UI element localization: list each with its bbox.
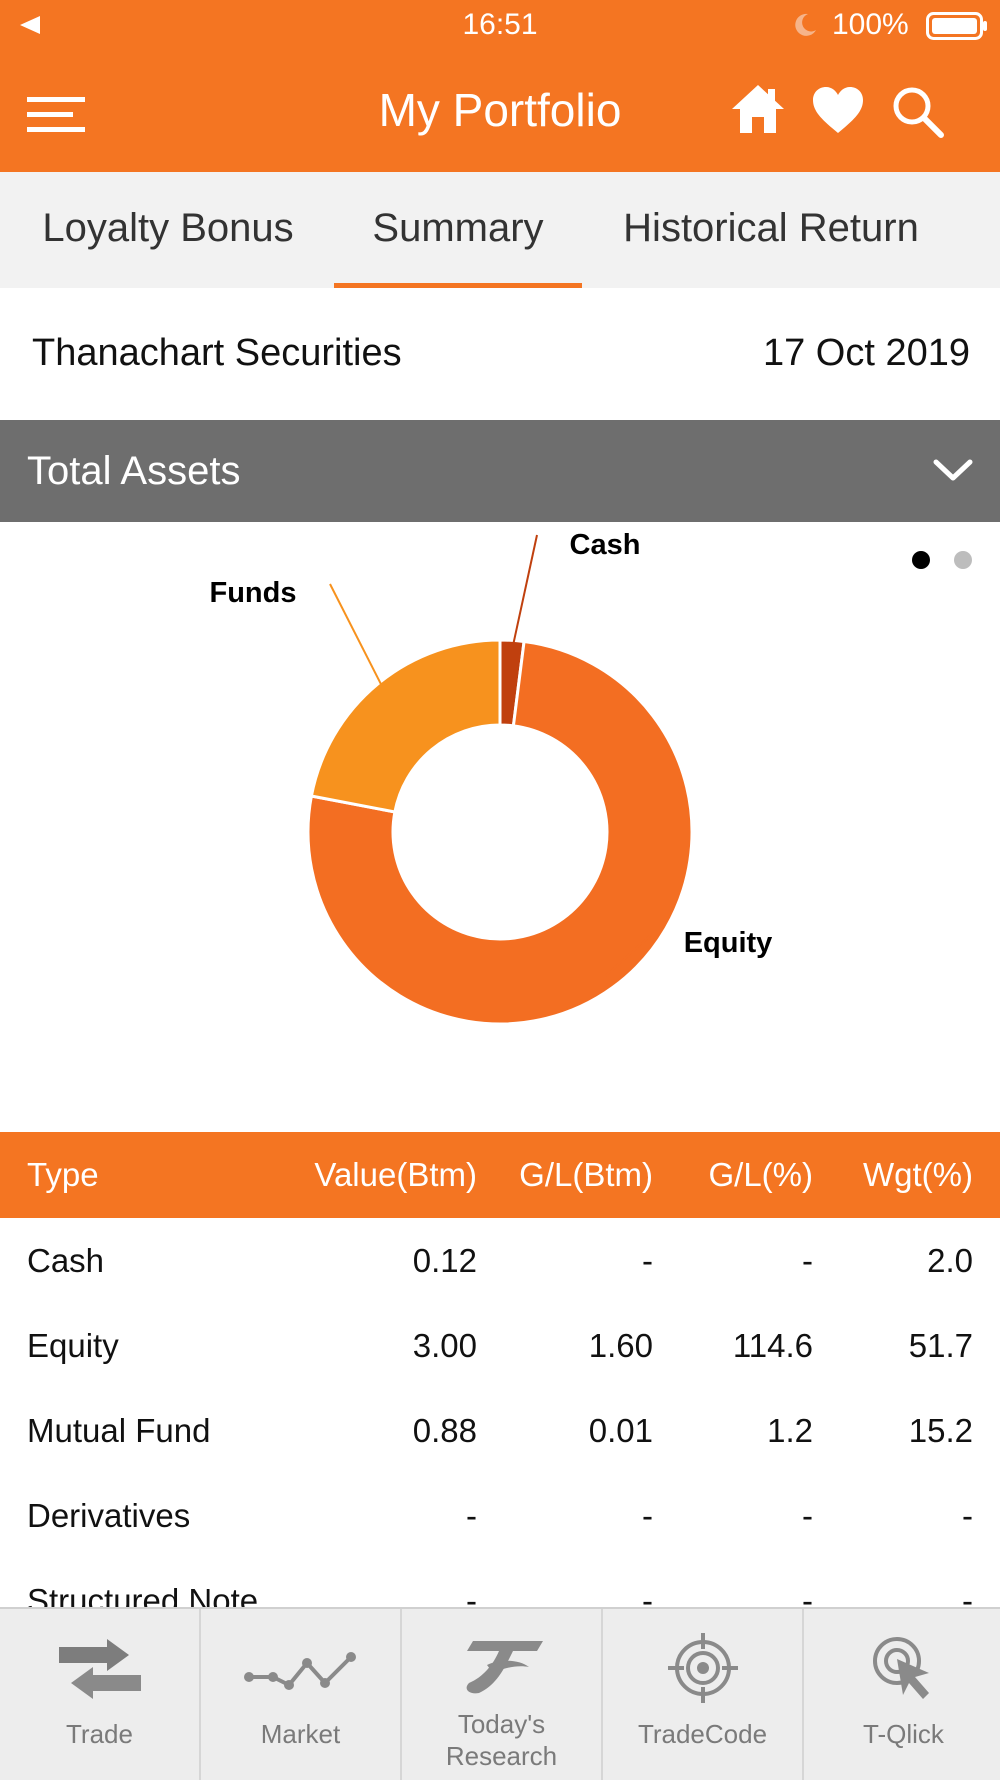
table-header: Type Value(Btm) G/L(Btm) G/L(%) Wgt(%) <box>0 1132 1000 1218</box>
nav-market[interactable]: Market <box>201 1609 402 1780</box>
page-dot-active[interactable] <box>912 551 930 569</box>
cell-gl-pct: - <box>802 1497 813 1534</box>
cell-gl-pct: 114.6 <box>732 1327 813 1364</box>
cell-type: Mutual Fund <box>27 1412 211 1449</box>
table-row[interactable]: Derivatives - - - - <box>0 1473 1000 1558</box>
slice-label-cash: Cash <box>570 529 641 561</box>
nav-t-qlick[interactable]: T-Qlick <box>804 1609 1000 1780</box>
col-gl-btm-header: G/L(Btm) <box>519 1156 653 1193</box>
cursor-click-icon <box>872 1637 929 1699</box>
nav-label: T-Qlick <box>863 1719 944 1749</box>
tab-summary[interactable]: Summary <box>334 172 582 288</box>
battery-icon <box>926 12 987 40</box>
nav-trade[interactable]: Trade <box>0 1609 201 1780</box>
nav-label: Market <box>260 1719 341 1749</box>
tab-label: Loyalty Bonus <box>42 206 294 250</box>
tab-historical-return[interactable]: Historical Return <box>604 172 938 288</box>
col-gl-pct-header: G/L(%) <box>708 1156 813 1193</box>
cell-wgt: 51.7 <box>908 1327 973 1364</box>
cell-value: - <box>466 1582 477 1607</box>
cell-value: - <box>466 1497 477 1534</box>
moon-icon <box>795 13 816 36</box>
slice-funds[interactable] <box>309 638 502 814</box>
menu-icon[interactable] <box>27 95 85 133</box>
cell-type: Derivatives <box>27 1497 191 1534</box>
table-row[interactable]: Mutual Fund 0.88 0.01 1.2 15.2 <box>0 1388 1000 1473</box>
cell-gl-pct: - <box>802 1582 813 1607</box>
market-line-icon <box>243 1652 356 1690</box>
leader-line-funds <box>329 583 388 695</box>
status-time: 16:51 <box>462 8 538 41</box>
cell-gl-btm: - <box>642 1582 653 1607</box>
research-logo-icon <box>466 1641 543 1694</box>
nav-tradecode[interactable]: TradeCode <box>603 1609 804 1780</box>
cell-gl-btm: 1.60 <box>588 1327 653 1364</box>
back-arrow-icon[interactable] <box>18 14 42 36</box>
trade-arrows-icon <box>58 1639 141 1699</box>
cell-value: 0.12 <box>412 1242 477 1279</box>
cell-gl-btm: - <box>642 1497 653 1534</box>
status-bar: 16:51 100% <box>0 0 1000 50</box>
slice-label-funds: Funds <box>210 577 297 609</box>
cell-gl-pct: - <box>802 1242 813 1279</box>
nav-label: TradeCode <box>637 1719 768 1749</box>
active-tab-indicator <box>334 283 582 288</box>
search-icon[interactable] <box>891 85 945 139</box>
target-icon <box>667 1633 738 1703</box>
nav-todays-research[interactable]: Today's Research <box>402 1609 603 1780</box>
tab-label: Summary <box>372 206 544 250</box>
battery-percent: 100% <box>832 8 909 41</box>
bottom-nav: Trade Market Today's Research TradeCode <box>0 1607 1000 1780</box>
cell-type: Structured Note <box>27 1582 259 1607</box>
cell-wgt: 15.2 <box>908 1412 973 1449</box>
report-date: 17 Oct 2019 <box>762 332 970 374</box>
leader-line-cash <box>510 534 538 655</box>
col-wgt-header: Wgt(%) <box>863 1156 973 1193</box>
section-title: Total Assets <box>27 449 241 493</box>
cell-gl-btm: 0.01 <box>588 1412 653 1449</box>
broker-name: Thanachart Securities <box>32 332 402 374</box>
cell-gl-pct: 1.2 <box>767 1412 813 1449</box>
cell-wgt: - <box>962 1497 973 1534</box>
cell-gl-btm: - <box>642 1242 653 1279</box>
cell-type: Equity <box>27 1327 119 1364</box>
tab-bar: Loyalty Bonus Summary Historical Return <box>0 172 1000 288</box>
tab-label: Historical Return <box>623 206 919 250</box>
nav-label: Trade <box>66 1719 133 1749</box>
tab-loyalty-bonus[interactable]: Loyalty Bonus <box>20 172 316 288</box>
total-assets-header[interactable]: Total Assets <box>0 420 1000 522</box>
nav-label-line1: Today's <box>457 1709 546 1739</box>
cell-wgt: - <box>962 1582 973 1607</box>
page-dot-inactive[interactable] <box>954 551 972 569</box>
col-value-header: Value(Btm) <box>314 1156 477 1193</box>
cell-value: 0.88 <box>412 1412 477 1449</box>
slice-label-equity: Equity <box>684 927 773 959</box>
nav-label-line2: Research <box>445 1741 558 1771</box>
table-row[interactable]: Cash 0.12 - - 2.0 <box>0 1218 1000 1303</box>
cell-wgt: 2.0 <box>927 1242 973 1279</box>
page-title: My Portfolio <box>378 84 622 136</box>
home-icon[interactable] <box>730 83 786 135</box>
table-row[interactable]: Equity 3.00 1.60 114.6 51.7 <box>0 1303 1000 1388</box>
cell-value: 3.00 <box>412 1327 477 1364</box>
col-type-header: Type <box>27 1156 99 1193</box>
leader-line-equity <box>604 933 653 978</box>
table-body: Cash 0.12 - - 2.0 Equity 3.00 1.60 114.6… <box>0 1218 1000 1607</box>
app-header: My Portfolio <box>0 50 1000 172</box>
chevron-down-icon[interactable] <box>932 456 974 486</box>
account-info-row: Thanachart Securities 17 Oct 2019 <box>0 288 1000 420</box>
heart-icon[interactable] <box>811 85 865 135</box>
cell-type: Cash <box>27 1242 105 1279</box>
table-row[interactable]: Structured Note - - - - <box>0 1558 1000 1607</box>
asset-allocation-chart: Cash Equity Funds <box>0 522 1000 1132</box>
donut-chart: Cash Equity Funds <box>210 529 972 1026</box>
slice-equity[interactable] <box>306 639 694 1026</box>
